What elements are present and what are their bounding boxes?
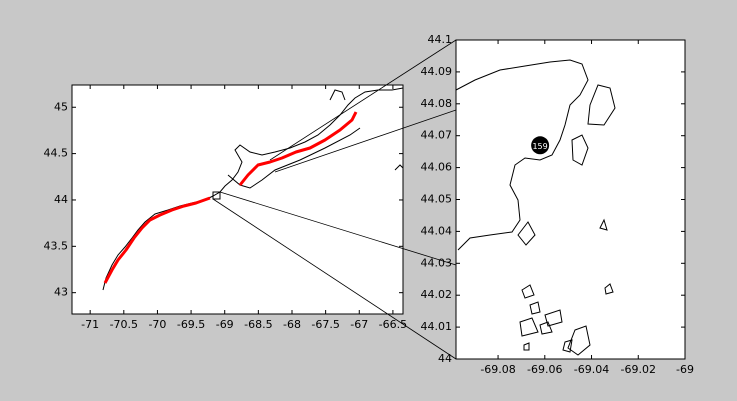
y-tick-label: 44.05: [421, 193, 453, 206]
island: [539, 321, 553, 335]
red-points: [238, 111, 358, 186]
y-tick-label: 44.04: [421, 224, 453, 237]
station-marker: [531, 136, 550, 155]
island: [604, 283, 614, 295]
connector: [274, 109, 457, 173]
x-tick-label: -69.06: [527, 363, 562, 376]
connector: [212, 198, 457, 360]
y-tick-label: 43: [54, 286, 68, 299]
zoom-box: [212, 191, 221, 200]
y-tick-label: 44.06: [421, 161, 453, 174]
island: [529, 301, 541, 315]
island: [517, 221, 536, 246]
y-tick-label: 44.08: [421, 97, 453, 110]
x-tick-label: -69: [216, 318, 234, 331]
y-tick-label: 43.5: [44, 239, 69, 252]
station-label: 159: [532, 142, 547, 151]
x-tick-label: -69.04: [574, 363, 609, 376]
x-tick-label: -66.5: [379, 318, 407, 331]
island: [587, 84, 616, 126]
x-tick-label: -71: [81, 318, 99, 331]
island: [562, 339, 573, 353]
island: [519, 317, 539, 337]
y-tick-label: 44.02: [421, 288, 453, 301]
x-tick-label: -68: [283, 318, 301, 331]
x-tick-label: -67: [350, 318, 368, 331]
y-tick-label: 44.07: [421, 129, 453, 142]
coastline: [329, 89, 346, 101]
x-tick-label: -69: [676, 363, 694, 376]
y-tick-label: 44.03: [421, 256, 453, 269]
y-tick-label: 44: [54, 193, 68, 206]
x-tick-label: -68.5: [244, 318, 272, 331]
connector: [219, 191, 457, 266]
axes-box-right: [456, 40, 685, 359]
x-tick-label: -69.08: [480, 363, 515, 376]
y-tick-label: 44: [438, 352, 452, 365]
island: [523, 342, 530, 351]
red-points: [103, 196, 211, 284]
y-tick-label: 44.5: [44, 147, 69, 160]
left-map: [72, 85, 404, 314]
island: [567, 325, 591, 356]
island: [599, 218, 608, 231]
y-tick-label: 45: [54, 100, 68, 113]
connectors: [212, 39, 457, 360]
coastline: [394, 164, 404, 171]
right-map: [455, 40, 685, 359]
y-tick-label: 44.01: [421, 320, 453, 333]
island: [521, 284, 535, 299]
connector: [269, 39, 457, 161]
y-tick-label: 44.09: [421, 65, 453, 78]
y-tick-label: 44.1: [428, 33, 453, 46]
coastline: [227, 127, 361, 189]
x-tick-label: -69.02: [621, 363, 656, 376]
coastline: [102, 87, 404, 291]
x-tick-label: -67.5: [311, 318, 339, 331]
x-tick-label: -70.5: [110, 318, 138, 331]
island: [571, 134, 589, 166]
coastline: [455, 59, 589, 251]
x-tick-label: -70: [148, 318, 166, 331]
x-tick-label: -69.5: [177, 318, 205, 331]
